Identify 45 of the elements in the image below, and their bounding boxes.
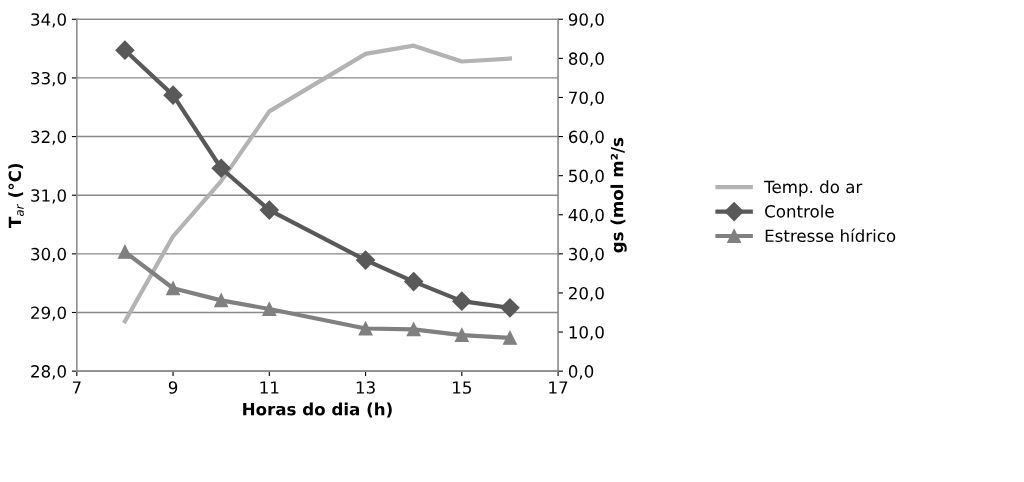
y-axis-title: T$_{ar}$ (°C) [8, 163, 24, 228]
y-tick-label: 30,0 [31, 247, 66, 263]
point [211, 158, 231, 178]
y2-tick-label: 80,0 [568, 52, 604, 67]
legend-label: Temp. do ar [764, 180, 863, 197]
y2-tick-label: 50,0 [569, 169, 604, 184]
y2-tick-label: 10,0 [569, 326, 604, 341]
y2-tick-label: 60,0 [568, 130, 604, 145]
y2-tick-label: 30,0 [569, 247, 604, 263]
point [356, 250, 376, 270]
point [404, 272, 424, 292]
point [454, 328, 469, 343]
y-tick-label: 28,0 [31, 365, 66, 380]
y-tick-label: 29,0 [31, 306, 66, 321]
y-tick-label: 33,0 [31, 71, 66, 87]
y2-tick-label: 90,0 [568, 13, 604, 28]
point [452, 291, 472, 311]
y2-tick-label: 0,0 [568, 365, 594, 380]
x-tick-label: 15 [453, 381, 471, 394]
x-tick-label: 11 [260, 381, 279, 394]
point [259, 200, 279, 220]
x-tick-label: 7 [72, 381, 81, 394]
point [115, 40, 135, 60]
legend-label: Estresse hídrico [765, 228, 896, 243]
y2-tick-label: 70,0 [569, 91, 604, 106]
y-tick-label: 31,0 [31, 189, 66, 204]
point [163, 85, 183, 105]
point [262, 302, 277, 316]
y2-tick-label: 20,0 [569, 286, 604, 302]
y-tick-label: 34,0 [31, 13, 66, 28]
point [166, 281, 181, 296]
x-axis-title: Horas do dia (h) [243, 402, 392, 418]
point [406, 322, 421, 337]
y2-axis-title: gs (mol m²/s [610, 137, 627, 253]
legend-label: Controle [765, 204, 834, 218]
point [214, 293, 229, 308]
point [117, 244, 132, 259]
x-tick-label: 13 [356, 381, 375, 394]
y-tick-label: 32,0 [31, 130, 66, 145]
y2-tick-label: 40,0 [568, 208, 604, 224]
point [500, 298, 520, 318]
point [503, 330, 517, 345]
x-tick-label: 17 [549, 381, 568, 394]
point [358, 321, 373, 336]
x-tick-label: 9 [168, 381, 178, 394]
